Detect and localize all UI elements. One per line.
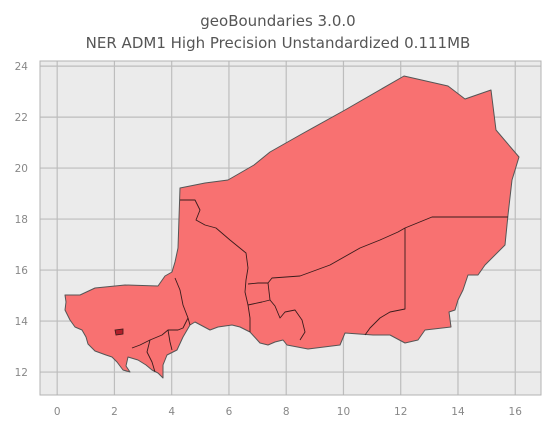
x-tick-label: 6	[226, 406, 233, 418]
admin1-border	[167, 329, 173, 351]
y-tick-label: 20	[15, 163, 28, 175]
admin1-border	[131, 317, 189, 349]
y-tick-label: 16	[15, 265, 29, 277]
map-title-line-2: NER ADM1 High Precision Unstandardized 0…	[85, 34, 471, 52]
admin1-border	[244, 267, 251, 332]
admin1-border	[146, 339, 156, 373]
admin1-border	[247, 216, 508, 285]
country-polygon	[64, 75, 520, 379]
country-boundary	[39, 60, 542, 396]
x-tick-label: 12	[394, 406, 407, 418]
x-tick-label: 16	[509, 406, 523, 418]
y-tick-label: 22	[15, 112, 28, 124]
y-tick-label: 24	[15, 61, 29, 73]
y-tick-label: 18	[15, 214, 28, 226]
admin1-border	[364, 228, 406, 336]
y-tick-label: 14	[15, 316, 29, 328]
admin1-border	[267, 282, 271, 301]
x-tick-label: 2	[111, 406, 118, 418]
x-tick-label: 14	[451, 406, 465, 418]
x-tick-labels: 0 2 4 6 8 10 12 14 16	[54, 406, 522, 418]
small-region-niamey	[114, 328, 124, 336]
admin1-border	[180, 199, 249, 269]
admin1-border	[247, 299, 306, 341]
admin1-border	[174, 277, 191, 326]
x-tick-label: 8	[283, 406, 290, 418]
plot-frame	[39, 60, 542, 396]
x-tick-label: 4	[168, 406, 175, 418]
y-tick-labels: 12 14 16 18 20 22 24	[15, 61, 29, 379]
map-title-line-1: geoBoundaries 3.0.0	[200, 12, 356, 30]
y-tick-label: 12	[15, 367, 28, 379]
x-tick-label: 10	[337, 406, 350, 418]
x-tick-label: 0	[54, 406, 61, 418]
